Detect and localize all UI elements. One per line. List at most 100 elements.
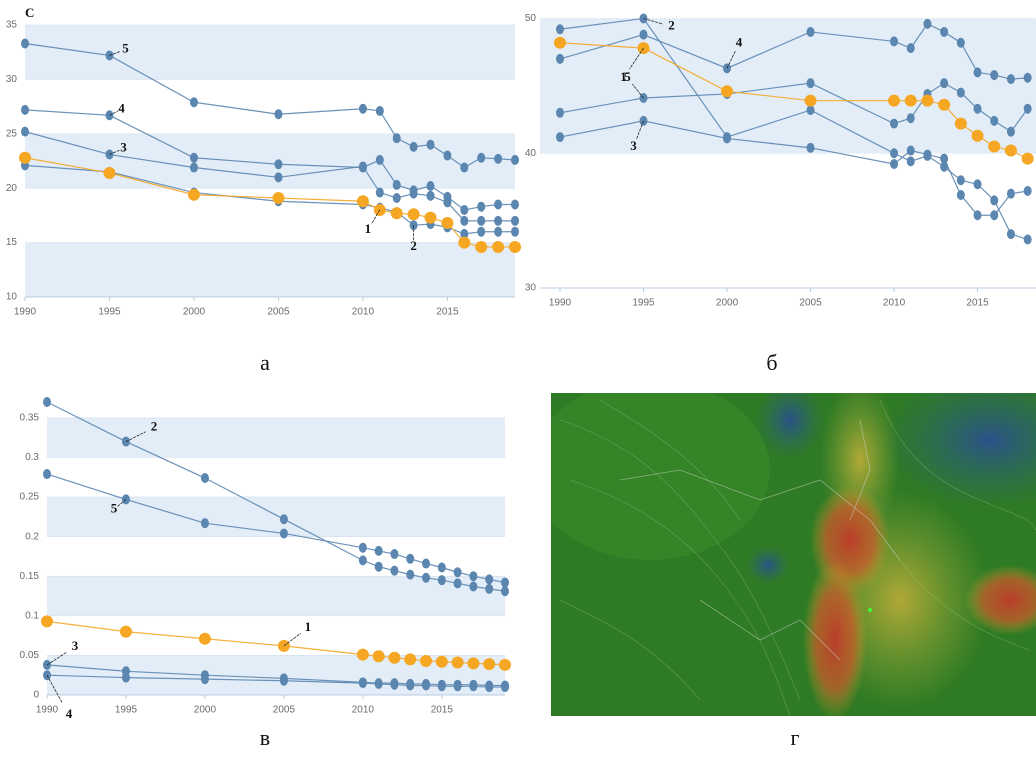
data-point bbox=[388, 652, 400, 664]
data-point bbox=[404, 653, 416, 665]
data-point bbox=[955, 118, 967, 130]
data-point bbox=[974, 210, 982, 220]
data-point bbox=[443, 192, 451, 202]
data-point bbox=[990, 195, 998, 205]
data-point bbox=[485, 574, 493, 584]
data-point bbox=[393, 193, 401, 203]
series-label: 2 bbox=[410, 238, 417, 253]
data-point bbox=[721, 85, 733, 97]
data-point bbox=[957, 190, 965, 200]
data-point bbox=[454, 578, 462, 588]
data-point bbox=[21, 127, 29, 137]
data-point bbox=[436, 656, 448, 668]
data-point bbox=[359, 163, 367, 173]
data-point bbox=[375, 562, 383, 572]
panel-caption: г bbox=[790, 725, 799, 750]
y-tick-label: 0.35 bbox=[20, 412, 40, 423]
data-point bbox=[438, 575, 446, 585]
data-point bbox=[1024, 186, 1032, 196]
data-point bbox=[420, 655, 432, 667]
data-point bbox=[723, 133, 731, 143]
series-label: 5 bbox=[111, 500, 118, 515]
x-tick-label: 1990 bbox=[14, 307, 37, 318]
data-point bbox=[1024, 73, 1032, 83]
x-tick-label: 2010 bbox=[352, 307, 375, 318]
data-point bbox=[483, 658, 495, 670]
data-point bbox=[438, 563, 446, 573]
data-point bbox=[494, 154, 502, 164]
data-point bbox=[441, 217, 453, 229]
y-tick-label: 35 bbox=[6, 20, 18, 31]
data-point bbox=[974, 179, 982, 189]
data-point bbox=[458, 237, 470, 249]
data-point bbox=[390, 680, 398, 690]
data-point bbox=[427, 191, 435, 201]
data-point bbox=[190, 163, 198, 173]
data-point bbox=[477, 153, 485, 163]
data-point bbox=[422, 573, 430, 583]
data-point bbox=[274, 109, 282, 119]
x-tick-label: 2010 bbox=[352, 705, 375, 716]
data-point bbox=[890, 148, 898, 158]
data-point bbox=[425, 212, 437, 224]
x-tick-label: 1990 bbox=[549, 298, 572, 309]
data-point bbox=[1007, 74, 1015, 84]
x-tick-label: 2005 bbox=[799, 298, 822, 309]
data-point bbox=[188, 189, 200, 201]
data-point bbox=[907, 43, 915, 53]
data-point bbox=[511, 155, 519, 165]
x-tick-label: 2015 bbox=[966, 298, 989, 309]
data-point bbox=[393, 180, 401, 190]
y-tick-label: 0 bbox=[33, 690, 39, 701]
data-point bbox=[359, 543, 367, 553]
chart: 304050199019952000200520102015б23451 bbox=[525, 13, 1036, 375]
data-point bbox=[940, 78, 948, 88]
data-point bbox=[807, 143, 815, 153]
data-point bbox=[556, 24, 564, 34]
data-point bbox=[477, 202, 485, 212]
x-tick-label: 2000 bbox=[716, 298, 739, 309]
data-point bbox=[907, 156, 915, 166]
data-point bbox=[974, 104, 982, 114]
data-point bbox=[988, 141, 1000, 153]
series-label: 4 bbox=[118, 100, 125, 115]
data-point bbox=[485, 584, 493, 594]
data-point bbox=[120, 626, 132, 638]
y-tick-label: 0.1 bbox=[25, 610, 39, 621]
map bbox=[530, 370, 1036, 720]
data-point bbox=[406, 554, 414, 564]
data-point bbox=[1007, 127, 1015, 137]
data-point bbox=[805, 95, 817, 107]
data-point bbox=[280, 528, 288, 538]
band bbox=[25, 25, 515, 79]
data-point bbox=[1007, 189, 1015, 199]
y-tick-label: 40 bbox=[525, 148, 537, 159]
data-point bbox=[1007, 229, 1015, 239]
x-tick-label: 1995 bbox=[115, 705, 138, 716]
data-point bbox=[438, 681, 446, 691]
data-point bbox=[972, 130, 984, 142]
data-point bbox=[359, 104, 367, 114]
y-tick-label: 25 bbox=[6, 128, 18, 139]
data-point bbox=[373, 650, 385, 662]
data-point bbox=[357, 195, 369, 207]
data-point bbox=[492, 241, 504, 253]
series-label: 3 bbox=[120, 139, 127, 154]
data-point bbox=[190, 153, 198, 163]
data-point bbox=[359, 678, 367, 688]
data-point bbox=[272, 192, 284, 204]
data-point bbox=[460, 163, 468, 173]
data-point bbox=[201, 473, 209, 483]
data-point bbox=[43, 397, 51, 407]
data-point bbox=[640, 30, 648, 40]
y-tick-label: 30 bbox=[525, 283, 537, 294]
y-tick-label: 0.3 bbox=[25, 452, 39, 463]
data-point bbox=[103, 167, 115, 179]
data-point bbox=[460, 216, 468, 226]
data-point bbox=[460, 205, 468, 215]
band bbox=[47, 418, 505, 458]
data-point bbox=[19, 152, 31, 164]
figure: г 101520253035199019952000200520102015Cа… bbox=[0, 0, 1036, 765]
series-label: 5 bbox=[122, 40, 129, 55]
